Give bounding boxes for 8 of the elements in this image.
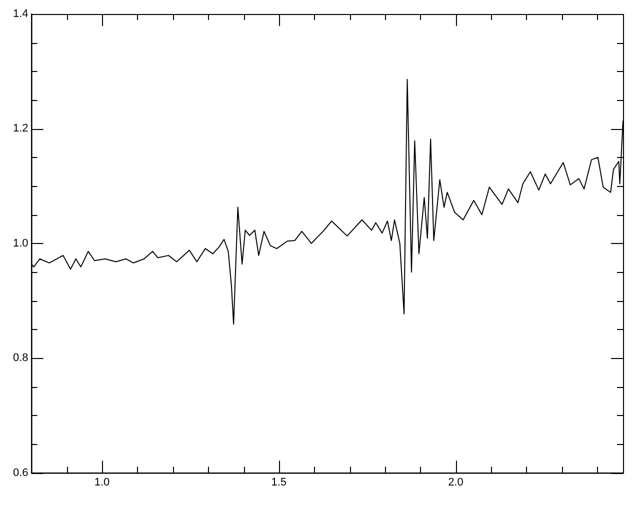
y-tick-label: 1.0 <box>12 237 28 250</box>
y-tick-label: 1.2 <box>12 122 28 135</box>
y-tick-label: 1.4 <box>12 8 28 20</box>
x-tick-label: 2.0 <box>448 476 464 488</box>
y-tick-label: 0.8 <box>12 352 28 364</box>
x-tick-label: 1.5 <box>271 476 287 488</box>
y-tick-label: 0.6 <box>12 466 28 479</box>
x-tick-label: 1.0 <box>94 476 110 488</box>
